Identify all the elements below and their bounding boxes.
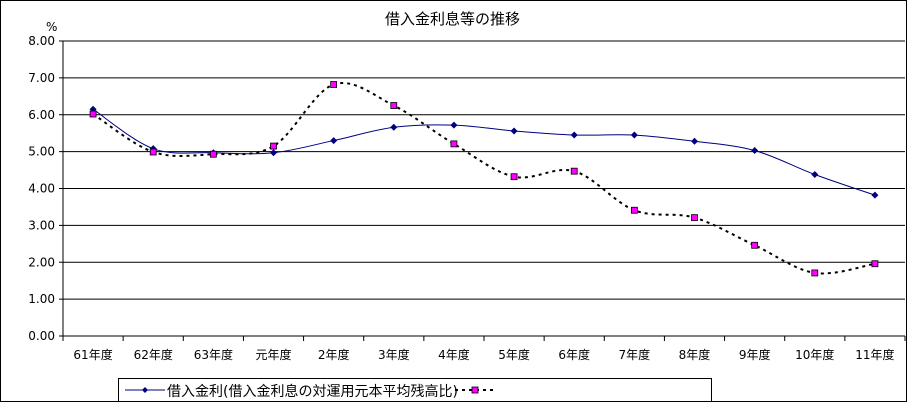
data-point [89,110,97,118]
x-tick-labels: 61年度 62年度 63年度 元年度 2年度 3年度 4年度 5年度 6年度 7年度 8年度 9年度 1… [73,347,894,362]
data-point [270,142,277,150]
x-tick-label: 8年度 [679,347,711,362]
data-point [811,170,819,178]
y-tick-label: 7.00 [28,71,55,85]
data-point [691,137,698,145]
data-point [450,121,458,129]
data-point [751,147,759,155]
data-point [510,127,518,135]
legend-series-2-marker [455,386,495,394]
data-point [209,150,217,158]
y-tick-label: 0.00 [28,329,55,343]
x-tick-label: 62年度 [134,347,173,362]
data-point [811,269,819,277]
y-tick-label: 5.00 [28,145,55,159]
x-tick-label: 61年度 [73,347,112,362]
series-2-line [92,82,876,275]
data-point [691,214,698,222]
x-tick-label: 9年度 [739,347,771,362]
data-point [390,102,398,109]
y-tick-label: 6.00 [28,108,55,122]
series-1 [89,105,879,199]
data-point [450,140,458,148]
y-tick-label: 8.00 [28,34,55,48]
y-tick-label: 4.00 [28,182,55,196]
data-point [751,241,759,249]
y-tick-label: 3.00 [28,218,55,232]
data-point [149,148,157,156]
data-point [330,81,338,88]
data-point [871,191,879,199]
data-point [630,131,638,139]
x-tick-label: 元年度 [255,347,291,362]
series [89,81,879,277]
x-tick-label: 3年度 [378,347,410,362]
x-tick-label: 63年度 [194,347,233,362]
data-point [630,206,638,214]
chart-title: 借入金利息等の推移 [384,10,520,28]
data-point [270,149,277,157]
data-point [390,123,398,131]
y-tick-label: 2.00 [28,255,55,269]
x-tick-label: 6年度 [558,347,590,362]
x-tick-label: 7年度 [619,347,651,362]
legend-series-1-marker [125,387,165,393]
x-tick-label: 4年度 [438,347,470,362]
data-point [330,137,338,145]
data-point [871,260,879,268]
x-tick-label: 5年度 [498,347,530,362]
y-tick-labels: 0.00 1.00 2.00 3.00 4.00 5.00 6.00 7.00 8.00 [28,34,55,343]
y-unit-label: % [46,20,58,34]
data-point [570,167,578,175]
legend-series-1-label: 借入金利(借入金利息の対運用元本平均残高比) [167,384,458,400]
y-tick-label: 1.00 [28,292,55,306]
x-tick-label: 11年度 [855,347,894,362]
data-point [510,173,518,181]
axes [59,40,906,341]
series-2 [89,81,879,277]
legend: 借入金利(借入金利息の対運用元本平均残高比) [118,378,712,402]
x-tick-label: 2年度 [318,347,350,362]
gridlines [63,40,905,337]
x-tick-label: 10年度 [795,347,834,362]
data-point [570,131,578,139]
